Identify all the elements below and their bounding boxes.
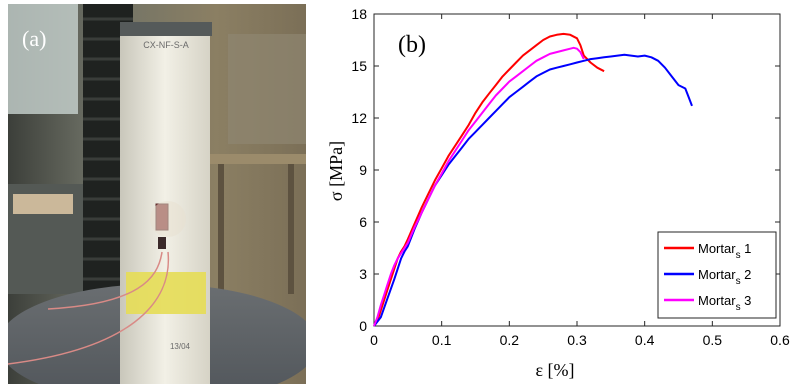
- series-line-2: [373, 53, 693, 327]
- legend-entry: Mortars 2: [698, 267, 751, 287]
- x-axis-title: ε [%]: [535, 360, 574, 380]
- specimen-label: CX-NF-S-A: [143, 40, 189, 50]
- y-tick-label: 0: [359, 318, 367, 334]
- y-axis-title: σ [MPa]: [326, 141, 346, 201]
- legend-entry: Mortars 3: [698, 293, 751, 313]
- bench: [208, 154, 306, 164]
- y-tick-label: 12: [351, 110, 367, 126]
- specimen-bottom-label: 13/04: [170, 342, 191, 351]
- prism-specimen: CX-NF-S-A 13/04: [120, 22, 212, 384]
- y-tick-label: 3: [359, 266, 367, 282]
- y-tick-label: 18: [351, 6, 367, 22]
- specimen-photo: CX-NF-S-A 13/04 (a): [8, 4, 306, 384]
- y-tick-label: 6: [359, 214, 367, 230]
- window-light: [8, 4, 78, 114]
- x-tick-label: 0: [370, 332, 378, 348]
- series-line-1: [373, 32, 605, 327]
- legend-entry: Mortars 1: [698, 241, 751, 261]
- legend: Mortars 1 Mortars 2 Mortars 3: [657, 231, 777, 319]
- x-tick-label: 0.6: [770, 332, 790, 348]
- y-tick-label: 9: [359, 162, 367, 178]
- x-tick-label: 0.1: [432, 332, 452, 348]
- series-line-3: [373, 46, 585, 327]
- panel-a-label: (a): [22, 26, 46, 51]
- x-tick-label: 0.3: [567, 332, 587, 348]
- y-tick-label: 15: [351, 58, 367, 74]
- gauge-wire: [47, 251, 163, 310]
- x-tick-label: 0.5: [703, 332, 723, 348]
- x-tick-label: 0.4: [635, 332, 655, 348]
- panel-b-label: (b): [398, 32, 426, 58]
- x-tick-label: 0.2: [500, 332, 520, 348]
